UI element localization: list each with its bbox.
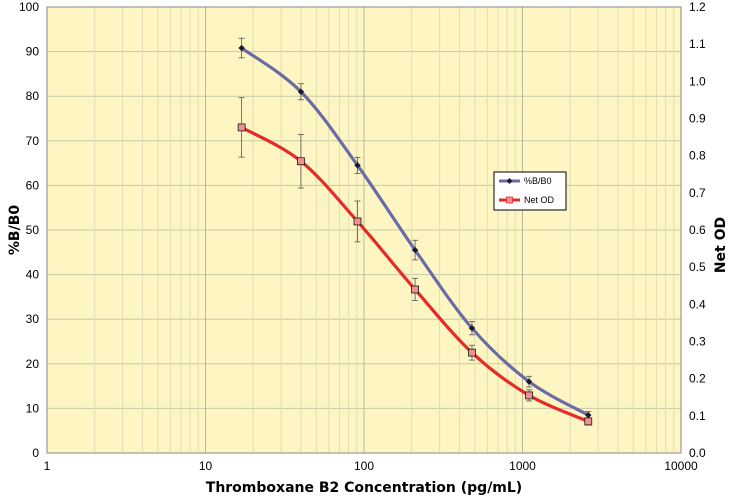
y-right-tick-label: 0.3 (689, 335, 706, 349)
x-axis-title: Thromboxane B2 Concentration (pg/mL) (206, 480, 522, 496)
y-left-tick-label: 10 (26, 401, 40, 415)
y-right-tick-labels: 0.0 0.1 0.2 0.3 0.4 0.5 0.6 0.7 0.8 0.9 1.0 1.1 1.2 (689, 0, 706, 460)
data-point-bb0 (354, 162, 361, 169)
data-point-bb0 (411, 246, 419, 254)
data-point-netod (237, 123, 246, 132)
data-point-bb0 (297, 88, 305, 95)
y-right-tick-label: 0.2 (689, 372, 706, 386)
y-left-tick-label: 60 (26, 178, 40, 192)
legend-marker-netod (506, 196, 513, 204)
x-tick-labels: 1 10 100 1000 10000 (44, 459, 698, 473)
y-left-tick-label: 20 (26, 357, 40, 371)
y-left-tick-label: 50 (26, 223, 40, 237)
data-point-bb0 (468, 324, 476, 332)
plot-border (46, 6, 682, 454)
x-tick-label: 1 (44, 459, 51, 473)
data-point-netod (468, 348, 476, 357)
x-tick-label: 10 (199, 459, 213, 473)
y-right-tick-label: 0.1 (689, 409, 706, 423)
y-right-tick-label: 0.7 (689, 186, 706, 200)
legend: %B/B0 Net OD (493, 171, 567, 211)
data-point-bb0 (585, 411, 592, 419)
y-right-tick-label: 0.5 (689, 260, 706, 274)
y-right-axis-title: Net OD (713, 217, 729, 273)
legend-label-netod: Net OD (524, 195, 555, 205)
y-left-tick-label: 90 (26, 45, 40, 59)
y-left-tick-label: 0 (32, 446, 39, 460)
y-right-tick-label: 0.6 (689, 223, 706, 237)
y-left-tick-label: 30 (26, 312, 40, 326)
data-point-bb0 (525, 378, 533, 385)
data-point-netod (353, 217, 362, 226)
data-point-netod (411, 285, 419, 294)
y-right-tick-label: 1.2 (689, 0, 706, 14)
y-left-tick-label: 40 (26, 268, 40, 282)
x-tick-label: 100 (354, 459, 374, 473)
y-left-axis-title: %B/B0 (7, 205, 23, 255)
legend-marker-bb0 (506, 178, 513, 184)
legend-label-bb0: %B/B0 (524, 176, 552, 186)
legend-box (493, 171, 567, 211)
y-right-tick-label: 0.8 (689, 149, 706, 163)
data-point-netod (584, 417, 593, 426)
y-left-tick-labels: 0 10 20 30 40 50 60 70 80 90 100 (19, 0, 39, 460)
y-left-tick-label: 100 (19, 0, 39, 14)
y-right-tick-label: 1.0 (689, 74, 706, 88)
data-point-bb0 (238, 44, 245, 52)
data-point-netod (525, 391, 533, 400)
series-markers (237, 44, 593, 426)
y-right-tick-label: 1.1 (689, 37, 706, 51)
y-right-tick-label: 0.9 (689, 112, 706, 126)
y-left-tick-label: 80 (26, 89, 40, 103)
x-tick-label: 10000 (664, 459, 698, 473)
x-tick-label: 1000 (509, 459, 536, 473)
y-left-tick-label: 70 (26, 134, 40, 148)
y-right-tick-label: 0.4 (689, 297, 706, 311)
y-right-tick-label: 0.0 (689, 446, 706, 460)
data-point-netod (297, 157, 305, 166)
